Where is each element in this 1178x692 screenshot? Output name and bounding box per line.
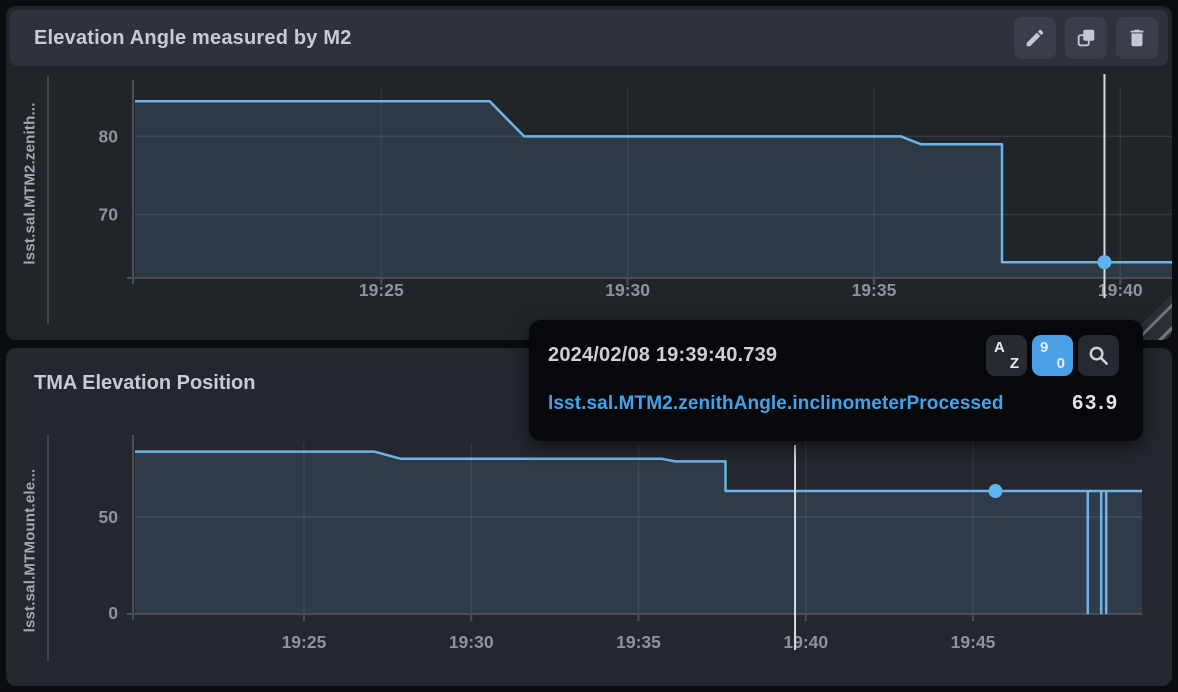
search-button[interactable] <box>1078 335 1119 376</box>
duplicate-button[interactable] <box>1065 17 1107 59</box>
y-tick-label: 50 <box>99 507 119 527</box>
x-tick-label: 19:35 <box>852 280 897 300</box>
x-tick-label: 19:30 <box>605 280 650 300</box>
chart-tma-elevation: 0 50 19:25 19:30 19:35 19:40 19:45 <box>99 435 1142 652</box>
panel-elevation-m2: Elevation Angle measured by M2 <box>6 6 1172 340</box>
tooltip-series-value: 63.9 <box>1072 392 1119 414</box>
sort-alphabetical-button[interactable]: A Z <box>986 335 1027 376</box>
trash-icon <box>1130 29 1144 47</box>
x-tick-label: 19:40 <box>1098 280 1143 300</box>
y-tick-label: 0 <box>108 603 118 623</box>
y-axis-divider <box>47 76 49 324</box>
delete-button[interactable] <box>1116 17 1158 59</box>
tooltip-timestamp: 2024/02/08 19:39:40.739 <box>548 344 778 366</box>
tooltip-buttons: A Z 9 0 <box>986 335 1119 376</box>
tooltip-series-name: lsst.sal.MTM2.zenithAngle.inclinometerPr… <box>548 392 1004 414</box>
x-tick-label: 19:40 <box>783 632 828 652</box>
tooltip-series-row: lsst.sal.MTM2.zenithAngle.inclinometerPr… <box>548 392 1119 415</box>
copy-icon <box>1077 29 1095 47</box>
hover-point-dot <box>988 484 1003 499</box>
panel-title: TMA Elevation Position <box>34 372 256 394</box>
panel-toolbar <box>1014 17 1158 59</box>
panel-title: Elevation Angle measured by M2 <box>34 26 352 49</box>
sort-numeric-button[interactable]: 9 0 <box>1032 335 1073 376</box>
y-axis-divider <box>47 435 49 661</box>
y-tick-label: 80 <box>99 127 119 147</box>
y-tick-label: 70 <box>99 205 119 225</box>
tooltip-header-row: 2024/02/08 19:39:40.739 A Z 9 0 <box>548 335 1119 376</box>
y-axis-label: lsst.sal.MTMount.ele... <box>21 468 39 633</box>
x-tick-label: 19:30 <box>449 632 494 652</box>
panel-header-drag-bar[interactable]: Elevation Angle measured by M2 <box>10 10 1168 66</box>
hover-tooltip: 2024/02/08 19:39:40.739 A Z 9 0 <box>529 320 1143 441</box>
x-tick-label: 19:35 <box>616 632 661 652</box>
x-tick-label: 19:25 <box>359 280 404 300</box>
chart-elevation-m2: 70 80 19:25 19:30 19:35 19:40 <box>99 74 1172 300</box>
x-tick-label: 19:45 <box>951 632 996 652</box>
magnifier-icon <box>1089 346 1108 365</box>
edit-button[interactable] <box>1014 17 1056 59</box>
hover-point-dot <box>1097 255 1112 270</box>
series-line <box>135 100 1172 264</box>
series-line <box>135 450 1142 615</box>
pencil-icon <box>1026 29 1044 47</box>
series-area-fill <box>135 101 1172 277</box>
x-tick-label: 19:25 <box>282 632 327 652</box>
y-axis-label: lsst.sal.MTM2.zenith... <box>21 101 39 265</box>
